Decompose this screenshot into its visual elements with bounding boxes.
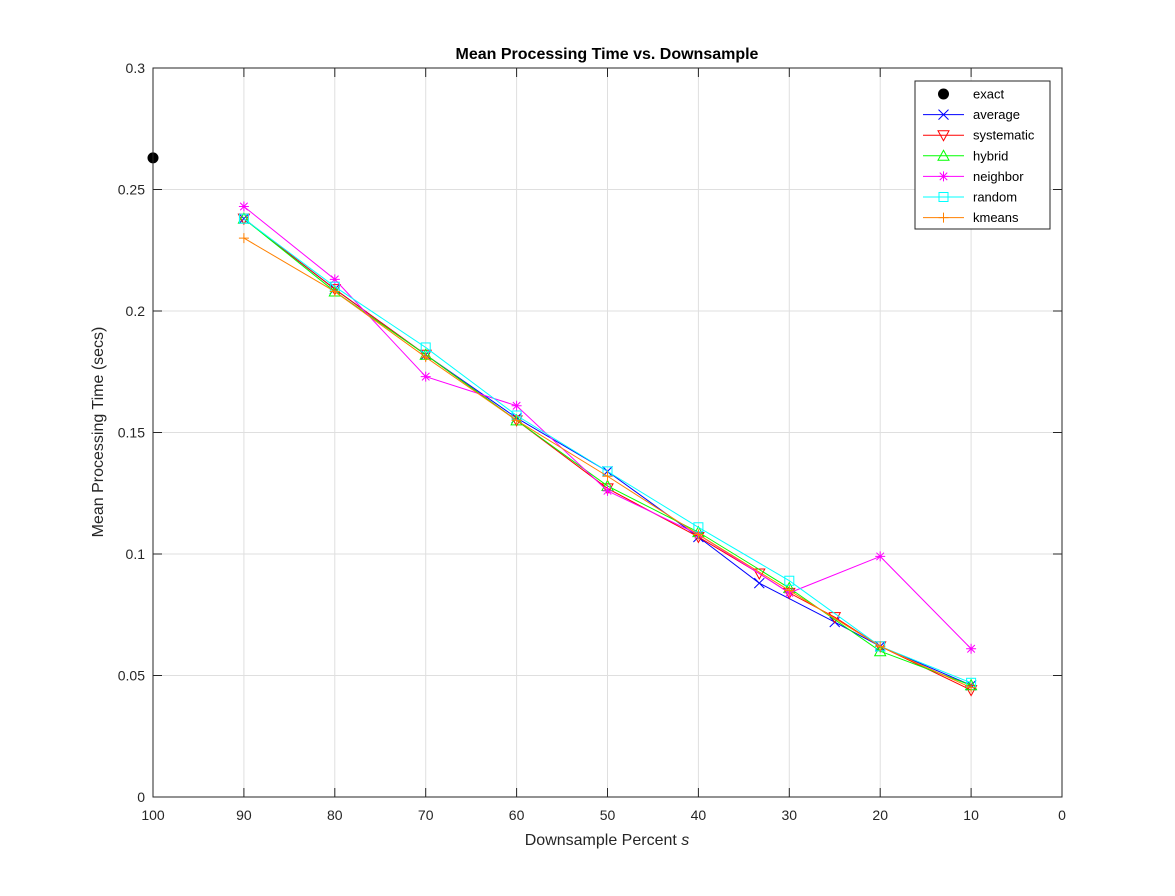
data-point-average <box>753 577 765 589</box>
x-tick-label: 30 <box>782 807 798 823</box>
data-point-neighbor <box>966 643 977 654</box>
x-tick-label: 20 <box>872 807 888 823</box>
data-point-kmeans <box>784 585 795 596</box>
y-tick-label: 0 <box>137 789 145 805</box>
x-axis-label-variable: s <box>681 832 689 849</box>
legend-item-systematic: systematic <box>923 128 1035 143</box>
data-point-random <box>238 213 249 224</box>
data-point-kmeans <box>238 233 249 244</box>
data-point-kmeans <box>329 286 340 297</box>
legend-item-neighbor: neighbor <box>923 169 1024 184</box>
y-tick-labels: 0 0.05 0.1 0.15 0.2 0.25 0.3 <box>118 60 145 805</box>
series-kmeans <box>238 233 977 693</box>
x-tick-label: 40 <box>691 807 707 823</box>
legend-box <box>914 80 1051 230</box>
y-tick-label: 0.05 <box>118 668 145 684</box>
legend-item-exact: exact <box>938 87 1004 102</box>
data-point-random <box>938 192 949 202</box>
legend-label: average <box>973 107 1020 122</box>
data-point-kmeans <box>966 682 977 693</box>
legend-label: hybrid <box>973 148 1008 163</box>
legend-label: exact <box>973 87 1004 102</box>
chart-title: Mean Processing Time vs. Downsample <box>456 46 759 63</box>
legend-label: neighbor <box>973 169 1024 184</box>
x-tick-label: 80 <box>327 807 343 823</box>
legend-label: random <box>973 190 1017 205</box>
series-layer <box>147 152 978 697</box>
plot-area: 100 90 80 70 60 50 40 30 20 10 0 00.050.10.150.20.… <box>118 60 1066 823</box>
data-point-exact <box>938 88 949 100</box>
tick-marks <box>152 67 1063 798</box>
data-point-hybrid <box>937 149 950 161</box>
y-tick-label: 0.2 <box>126 303 146 319</box>
x-tick-labels: 100 90 80 70 60 50 40 30 20 10 0 <box>141 807 1066 823</box>
data-point-kmeans <box>420 352 431 363</box>
data-point-neighbor <box>238 201 249 212</box>
data-point-neighbor <box>329 274 340 285</box>
data-point-neighbor <box>875 551 886 562</box>
legend-label: systematic <box>973 128 1035 143</box>
data-point-neighbor <box>938 171 949 182</box>
x-tick-label: 90 <box>236 807 252 823</box>
x-tick-label: 70 <box>418 807 434 823</box>
data-point-kmeans <box>511 415 522 426</box>
data-point-kmeans <box>693 529 704 540</box>
data-point-random <box>420 342 431 353</box>
y-tick-label: 0.1 <box>126 546 146 562</box>
y-tick-label: 0.15 <box>118 425 145 441</box>
legend: exact average systematic hybrid neighbor rand… <box>914 80 1051 230</box>
x-axis-label: Downsample Percent s <box>525 832 690 849</box>
data-point-kmeans <box>938 212 949 223</box>
legend-item-average: average <box>923 107 1020 122</box>
legend-label: kmeans <box>973 210 1019 225</box>
x-tick-label: 10 <box>963 807 979 823</box>
legend-item-kmeans: kmeans <box>923 210 1019 225</box>
y-tick-label: 0.3 <box>126 60 146 76</box>
legend-item-hybrid: hybrid <box>923 148 1008 163</box>
data-point-kmeans <box>602 471 613 482</box>
data-point-random <box>784 575 795 586</box>
data-point-neighbor <box>511 400 522 411</box>
legend-item-random: random <box>923 190 1017 205</box>
x-tick-label: 100 <box>141 807 165 823</box>
x-axis-label-text: Downsample Percent <box>525 832 678 849</box>
legend-items: exact average systematic hybrid neighbor rand… <box>923 87 1035 225</box>
data-point-average <box>938 109 949 120</box>
x-tick-label: 60 <box>509 807 525 823</box>
data-point-kmeans <box>875 641 886 652</box>
data-point-neighbor <box>602 485 613 496</box>
y-tick-label: 0.25 <box>118 182 145 198</box>
y-axis-label: Mean Processing Time (secs) <box>90 327 107 538</box>
x-tick-label: 0 <box>1058 807 1066 823</box>
data-point-systematic <box>937 130 950 142</box>
x-tick-label: 50 <box>600 807 616 823</box>
data-point-neighbor <box>420 371 431 382</box>
